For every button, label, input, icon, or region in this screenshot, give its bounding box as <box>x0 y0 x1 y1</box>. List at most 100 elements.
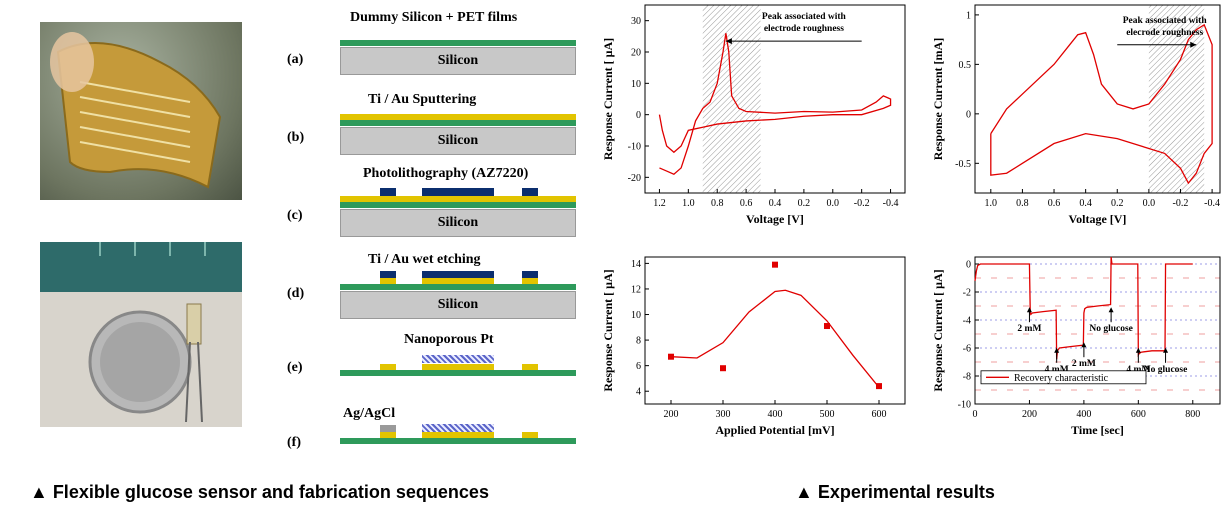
step-d-title: Ti / Au wet etching <box>368 252 481 267</box>
y-tick-label: 30 <box>631 16 641 27</box>
y-tick-label: 10 <box>631 79 641 90</box>
y-tick-label: 4 <box>636 387 641 398</box>
pet-film <box>340 370 576 376</box>
series-line <box>974 256 1193 360</box>
fit-curve <box>670 289 880 388</box>
x-tick-label: 1.0 <box>682 198 695 209</box>
x-tick-label: 0.2 <box>1111 198 1124 209</box>
photoresist <box>380 188 396 196</box>
x-tick-label: 400 <box>1076 409 1091 420</box>
x-tick-label: -0.2 <box>854 198 870 209</box>
y-tick-label: -6 <box>963 344 971 355</box>
caption-left: ▲ Flexible glucose sensor and fabricatio… <box>30 482 489 502</box>
plot-frame <box>644 256 906 405</box>
y-axis-label: Response Current [ μA] <box>931 269 945 391</box>
flexible-sensor-photo <box>40 22 242 200</box>
y-tick-label: 20 <box>631 48 641 59</box>
annotation-arrowhead <box>725 38 732 45</box>
x-tick-label: -0.2 <box>1173 198 1189 209</box>
y-tick-label: 12 <box>631 284 641 295</box>
annotation-text: 2 mM <box>1072 359 1096 369</box>
x-tick-label: 200 <box>664 409 679 420</box>
coin-illustration <box>40 242 242 423</box>
plot-frame <box>974 256 1221 405</box>
nanoporous-pt <box>422 355 494 363</box>
x-tick-label: 0.2 <box>798 198 811 209</box>
y-tick-label: 0 <box>636 110 641 121</box>
annotation-arrowhead <box>1054 347 1060 353</box>
photoresist <box>422 188 494 196</box>
cv-left-chart: 1.2 1.0 0.8 0.6 0.4 0.2 0.0 -0.2 -0.4 -20 -10 0 10 20… <box>601 4 906 226</box>
step-b-title: Ti / Au Sputtering <box>368 92 477 107</box>
y-tick-label: 0.5 <box>959 60 972 71</box>
cv-right-chart: 1.0 0.8 0.6 0.4 0.2 0.0 -0.2 -0.4 -0.5 0 0.5 1 Volta… <box>931 4 1221 226</box>
pet-film <box>340 284 576 290</box>
silicon-substrate: Silicon <box>340 209 576 237</box>
nanoporous-pt <box>422 424 494 432</box>
y-tick-label: 0 <box>966 260 971 271</box>
photoresist <box>522 271 538 278</box>
step-f-label: (f) <box>287 435 301 450</box>
au-pattern <box>522 364 538 370</box>
au-pattern <box>522 432 538 438</box>
step-b-label: (b) <box>287 130 305 145</box>
au-pattern <box>422 432 494 438</box>
x-axis-label: Applied Potential [mV] <box>715 423 834 437</box>
data-point <box>720 365 726 372</box>
photoresist <box>380 271 396 278</box>
au-pattern <box>380 432 396 438</box>
x-axis-label: Voltage [V] <box>1069 212 1127 226</box>
step-a-title: Dummy Silicon + PET films <box>350 10 518 25</box>
y-tick-label: 8 <box>636 336 641 347</box>
y-tick-label: -10 <box>628 142 641 153</box>
y-tick-label: -20 <box>628 173 641 184</box>
y-tick-label: -0.5 <box>955 159 971 170</box>
y-tick-label: 14 <box>631 259 641 270</box>
x-tick-label: 1.2 <box>653 198 666 209</box>
annotation-text: 4 mM <box>1126 365 1150 375</box>
annotation-text: No glucose <box>1089 324 1133 334</box>
y-tick-label: -10 <box>958 400 971 411</box>
y-axis-label: Response Current [ μA] <box>601 38 615 160</box>
recovery-chart: 0 200 400 600 800 0 -2 -4 -6 -8 -10 Time [sec] Respo… <box>931 256 1221 437</box>
annotation-text: elecrode roughness <box>1126 28 1203 38</box>
au-pattern <box>380 364 396 370</box>
x-tick-label: 0.4 <box>769 198 782 209</box>
data-point <box>772 261 778 268</box>
silicon-substrate: Silicon <box>340 47 576 75</box>
x-tick-label: 0.0 <box>827 198 840 209</box>
y-axis-label: Response Current [mA] <box>931 38 945 160</box>
y-tick-label: 1 <box>966 10 971 21</box>
x-tick-label: 0.6 <box>740 198 753 209</box>
potential-chart: 200 300 400 500 600 4 6 8 10 12 14 Applied Potentia… <box>601 256 906 437</box>
x-tick-label: -0.4 <box>883 198 899 209</box>
step-a-label: (a) <box>287 52 304 67</box>
y-tick-label: -2 <box>963 288 971 299</box>
hatch-region <box>1148 5 1205 193</box>
x-tick-label: 0.4 <box>1079 198 1092 209</box>
step-f-title: Ag/AgCl <box>343 406 396 421</box>
annotation-arrowhead <box>1135 347 1141 353</box>
y-tick-label: -4 <box>963 316 971 327</box>
data-point <box>824 323 830 330</box>
step-e-label: (e) <box>287 360 303 375</box>
step-d-label: (d) <box>287 286 305 301</box>
ag-agcl-layer <box>380 425 396 432</box>
annotation-arrowhead <box>1163 347 1169 353</box>
hatch-region <box>702 5 761 193</box>
x-tick-label: -0.4 <box>1204 198 1220 209</box>
annotation-text: Peak associated with <box>1123 16 1208 26</box>
annotation-text: 2 mM <box>1017 324 1041 334</box>
au-pattern <box>522 278 538 284</box>
pet-film <box>340 120 576 126</box>
series-line <box>990 23 1213 185</box>
x-tick-label: 600 <box>1131 409 1146 420</box>
au-pattern <box>422 278 494 284</box>
y-tick-label: 0 <box>966 109 971 120</box>
photoresist <box>422 271 494 278</box>
data-point <box>876 383 882 390</box>
x-tick-label: 800 <box>1185 409 1200 420</box>
step-e-title: Nanoporous Pt <box>404 332 494 347</box>
au-pattern <box>422 364 494 370</box>
caption-right: ▲ Experimental results <box>795 482 995 502</box>
